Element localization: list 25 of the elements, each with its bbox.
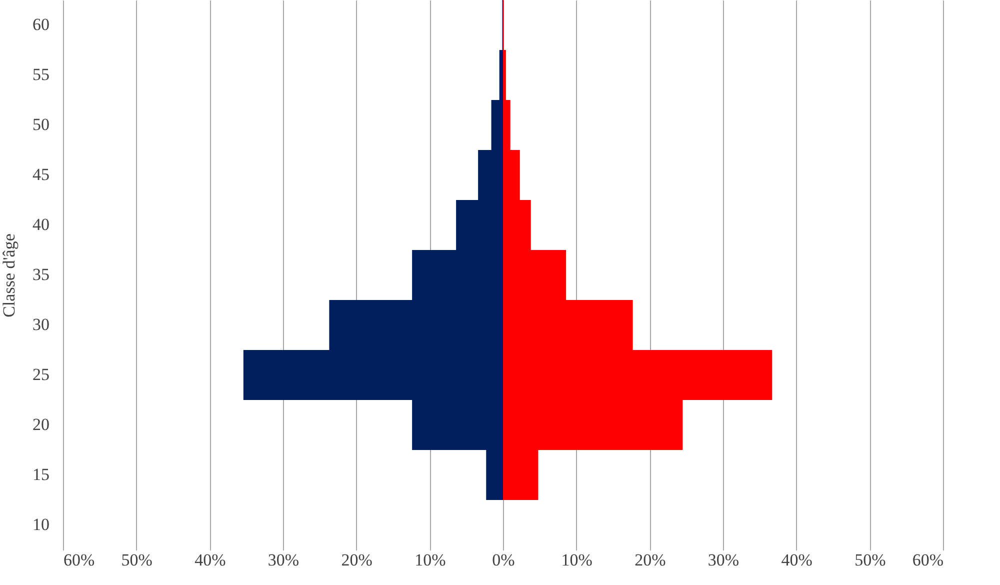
x-tick-label: 60% [912,550,944,570]
x-tick-label: 50% [854,550,886,570]
x-tick-label: 40% [781,550,812,570]
y-axis-title: Classe d'âge [0,234,18,318]
x-tick-label: 0% [492,550,515,570]
x-tick-label: 20% [341,550,372,570]
x-tick-label: 30% [708,550,740,570]
x-tick-label: 10% [561,550,592,570]
x-tick-label: 30% [268,550,300,570]
y-tick-label: 50 [32,115,50,134]
x-tick-label: 50% [121,550,152,570]
y-tick-label: 35 [32,265,50,284]
y-tick-label: 40 [32,215,50,234]
y-tick-label: 20 [32,415,50,434]
x-tick-label: 60% [64,550,95,570]
x-tick-label: 10% [414,550,446,570]
y-tick-label: 30 [32,315,50,334]
y-tick-label: 15 [32,465,50,484]
y-tick-label: 60 [32,15,50,34]
x-tick-label: 20% [634,550,666,570]
y-tick-label: 55 [32,65,50,84]
y-tick-label: 25 [32,365,50,384]
y-tick-label: 45 [32,165,50,184]
x-tick-label: 40% [194,550,226,570]
y-tick-label: 10 [32,515,50,534]
